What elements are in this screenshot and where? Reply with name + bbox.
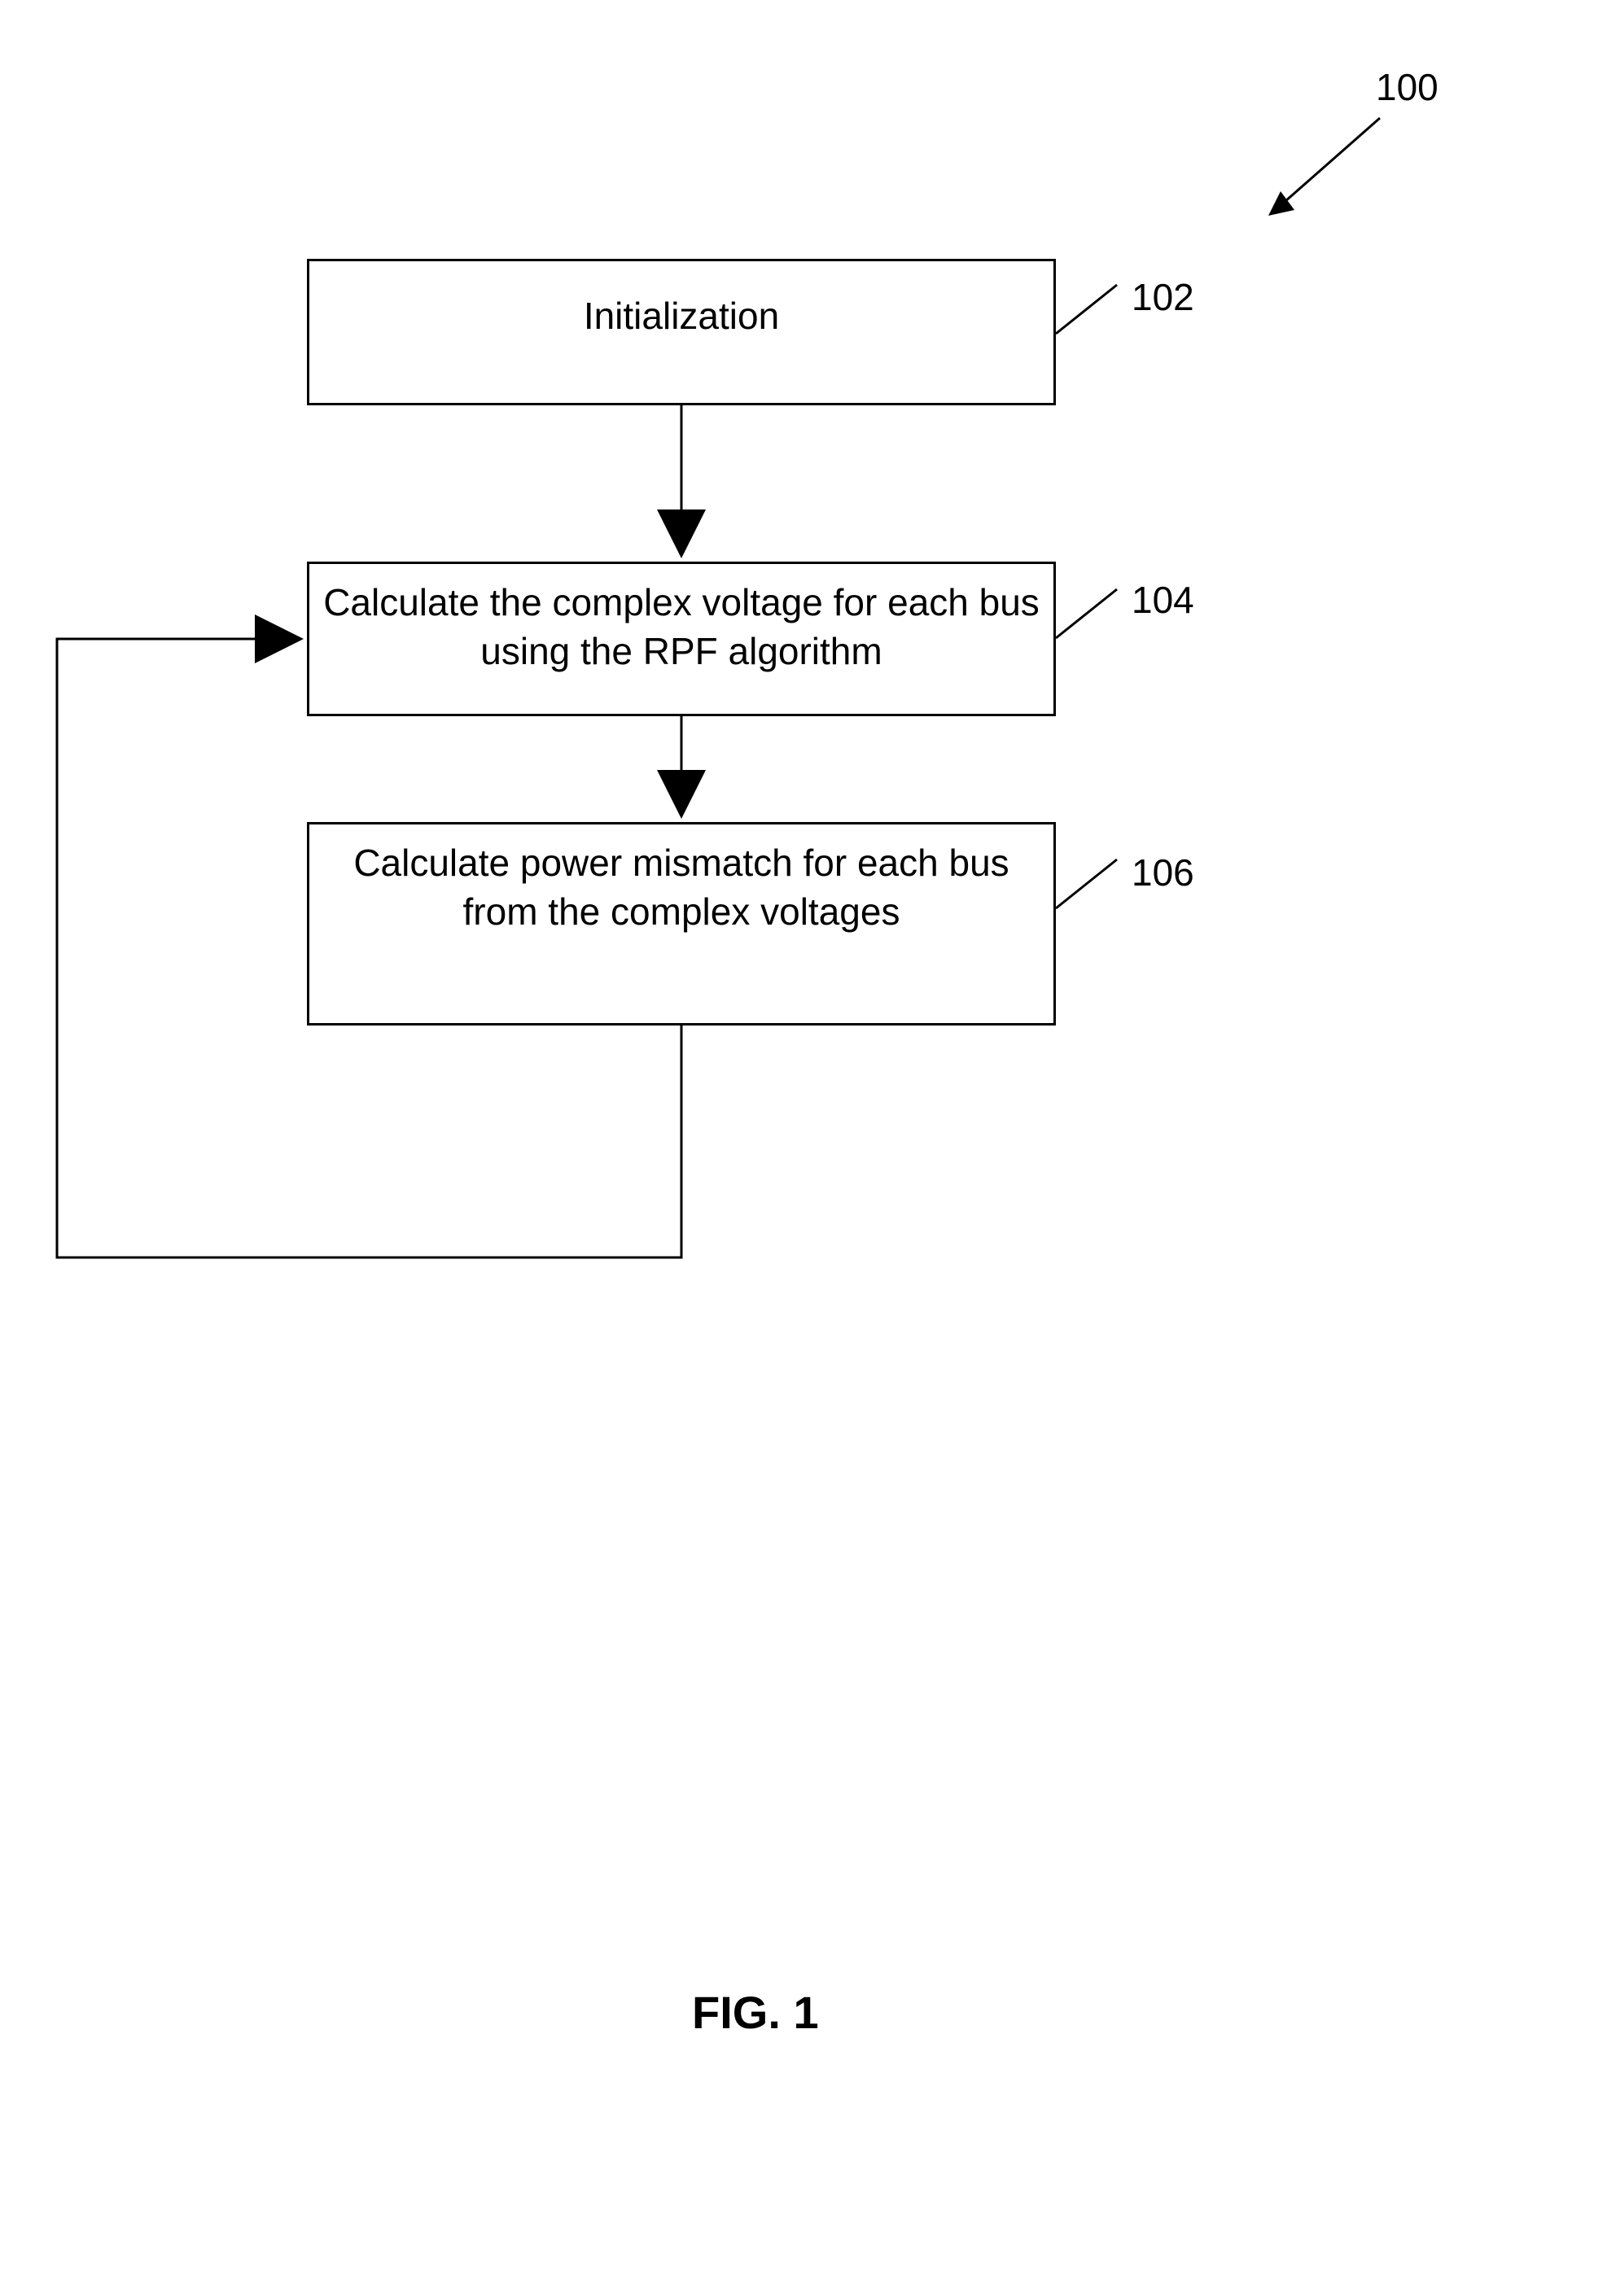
figure-caption: FIG. 1 <box>692 1986 819 2039</box>
flow-box-text: Calculate the complex voltage for each b… <box>323 579 1040 676</box>
label-pointer-102 <box>1056 285 1117 334</box>
node-label-102: 102 <box>1132 275 1194 319</box>
figure-label-arrowhead <box>1268 191 1294 216</box>
flowchart-container: Initialization Calculate the complex vol… <box>0 0 1607 2296</box>
flow-box-text: Calculate power mismatch for each bus fr… <box>353 839 1009 937</box>
figure-label-arrow <box>1278 118 1380 208</box>
node-label-104: 104 <box>1132 578 1194 622</box>
flow-box-calculate-voltage: Calculate the complex voltage for each b… <box>307 562 1056 716</box>
flow-box-text: Initialization <box>584 292 779 341</box>
label-pointer-106 <box>1056 859 1117 908</box>
flow-box-calculate-mismatch: Calculate power mismatch for each bus fr… <box>307 822 1056 1026</box>
node-label-106: 106 <box>1132 851 1194 894</box>
figure-label-100: 100 <box>1376 65 1438 109</box>
flow-box-initialization: Initialization <box>307 259 1056 405</box>
label-pointer-104 <box>1056 589 1117 638</box>
